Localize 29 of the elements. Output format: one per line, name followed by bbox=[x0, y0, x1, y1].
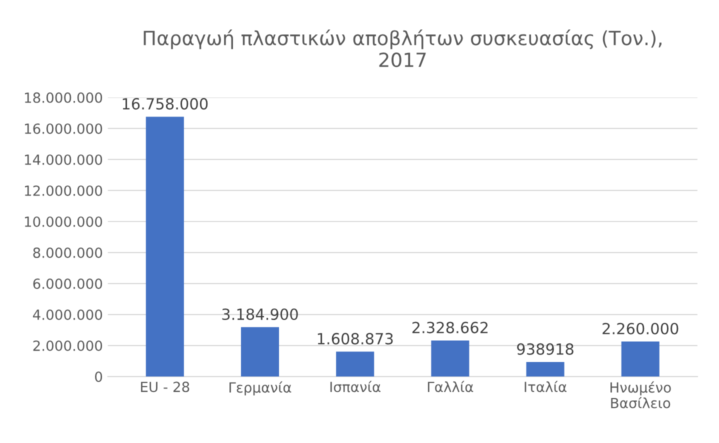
bar bbox=[431, 340, 470, 377]
bar bbox=[621, 342, 660, 377]
y-tick-label: 16.000.000 bbox=[24, 123, 102, 134]
x-tick-label: Ισπανία bbox=[330, 380, 380, 392]
y-tick-label: 2.000.000 bbox=[33, 340, 102, 352]
y-tick-label: 4.000.000 bbox=[32, 310, 102, 320]
data-label: 16.758.000 bbox=[122, 98, 208, 110]
bar bbox=[526, 362, 564, 377]
y-tick-label: 6.000.000 bbox=[33, 278, 102, 289]
x-tick-label: Ηνωμένο Βασίλειο bbox=[610, 381, 671, 408]
data-label: 3.184.900 bbox=[222, 308, 298, 320]
x-tick-label: Γερμανία bbox=[230, 381, 292, 396]
y-tick-label: 12.000.000 bbox=[24, 185, 102, 196]
data-label: 2.328.662 bbox=[412, 322, 488, 334]
data-label: 1.608.873 bbox=[318, 332, 393, 344]
bar bbox=[240, 327, 280, 377]
chart-title: Παραγωή πλαστικών αποβλήτων συσκευασίας (Τον.), 2017 bbox=[144, 30, 662, 68]
bar bbox=[146, 116, 184, 377]
y-tick-label: 8.000.000 bbox=[33, 247, 102, 258]
y-tick-label: 14.000.000 bbox=[24, 154, 102, 165]
x-tick-label: Γαλλία bbox=[428, 380, 474, 392]
y-tick-label: 18.000.000 bbox=[24, 92, 102, 103]
data-label: 2.260.000 bbox=[602, 322, 678, 334]
y-tick-label: 0 bbox=[95, 372, 102, 382]
data-label: 938918 bbox=[517, 343, 574, 355]
bar bbox=[336, 352, 374, 377]
x-tick-label: Ιταλία bbox=[524, 380, 566, 392]
y-tick-label: 10.000.000 bbox=[24, 216, 102, 227]
x-tick-label: EU - 28 bbox=[141, 382, 190, 392]
